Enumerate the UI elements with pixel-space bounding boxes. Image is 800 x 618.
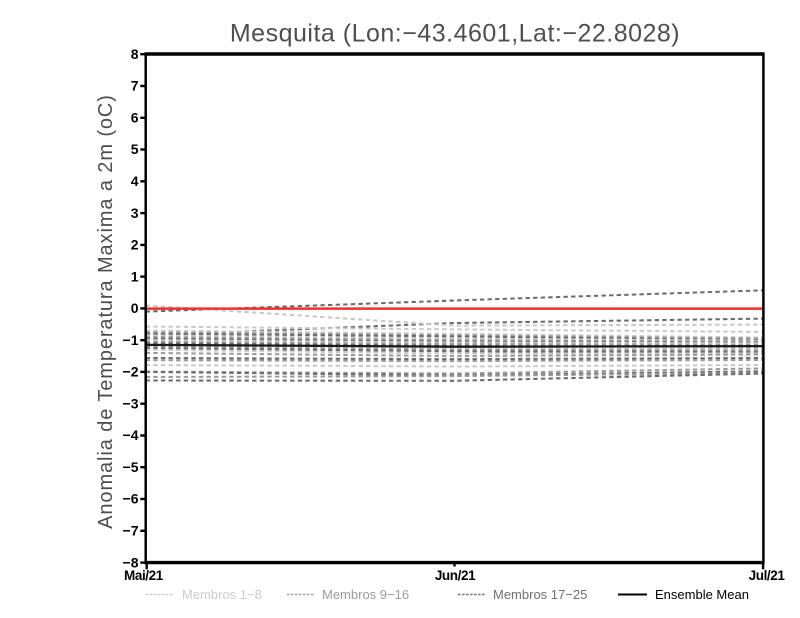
svg-text:−3: −3 [123,395,139,411]
svg-text:Membros 17−25: Membros 17−25 [493,587,587,602]
svg-text:4: 4 [131,173,139,189]
svg-text:Anomalia de Temperatura Maxima: Anomalia de Temperatura Maxima a 2m (oC) [95,94,117,529]
svg-text:0: 0 [131,300,139,316]
svg-text:2: 2 [131,237,139,253]
svg-text:8: 8 [131,46,139,62]
svg-text:7: 7 [131,78,139,94]
svg-text:5: 5 [131,141,139,157]
svg-text:Membros 1−8: Membros 1−8 [182,587,262,602]
svg-text:−4: −4 [123,427,139,443]
svg-text:1: 1 [131,268,139,284]
svg-text:6: 6 [131,110,139,126]
svg-text:−7: −7 [123,523,139,539]
svg-text:Jun/21: Jun/21 [435,568,476,583]
svg-text:−6: −6 [123,491,139,507]
svg-text:−2: −2 [123,364,139,380]
svg-text:−1: −1 [123,332,139,348]
svg-text:Membros 9−16: Membros 9−16 [322,587,409,602]
svg-text:−5: −5 [123,459,139,475]
svg-text:Mesquita (Lon:−43.4601,Lat:−22: Mesquita (Lon:−43.4601,Lat:−22.8028) [230,20,680,48]
svg-text:Ensemble Mean: Ensemble Mean [655,587,749,602]
svg-text:Jul/21: Jul/21 [749,568,786,583]
svg-text:Mai/21: Mai/21 [124,568,164,583]
svg-text:−8: −8 [123,554,139,570]
svg-text:3: 3 [131,205,139,221]
